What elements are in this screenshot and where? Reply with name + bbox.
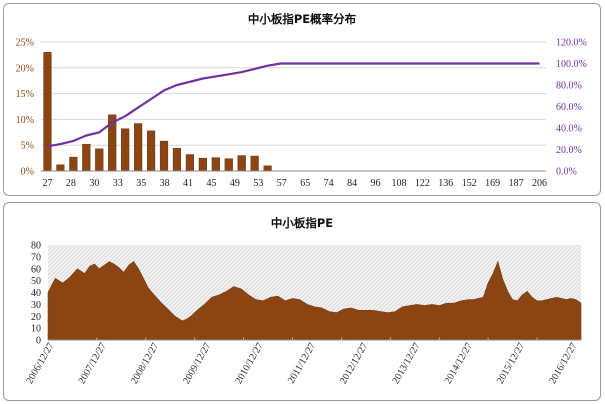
x-tick-label: 28: [66, 178, 76, 189]
x-tick-label: 122: [415, 178, 430, 189]
x-tick-label: 33: [113, 178, 123, 189]
y-right-tick-label: 40.0%: [556, 124, 582, 135]
bar: [159, 140, 169, 172]
y-tick-label: 40: [31, 288, 41, 299]
y-tick-label: 70: [31, 252, 41, 263]
x-tick-label: 2014/12/27: [443, 341, 475, 386]
y-tick-label: 80: [31, 241, 41, 252]
bar: [95, 148, 104, 172]
bar: [263, 165, 272, 172]
y-right-tick-label: 60.0%: [556, 102, 582, 113]
x-tick-label: 2010/12/27: [233, 341, 265, 386]
x-tick-label: 96: [371, 178, 381, 189]
x-tick-label: 2011/12/27: [286, 341, 318, 386]
y-right-tick-label: 0.0%: [556, 167, 577, 178]
pe-history-chart-panel: 中小板指PE 0 10 20 30 40 50 60 70 80 2006/12/27 2007/1…: [3, 202, 601, 401]
bar: [121, 128, 130, 172]
y-right-tick-label: 80.0%: [556, 81, 582, 92]
x-tick-label: 84: [347, 178, 357, 189]
x-tick-label: 2006/12/27: [24, 341, 56, 386]
x-tick-label: 2013/12/27: [390, 341, 422, 386]
x-tick-label: 108: [391, 178, 406, 189]
x-tick-label: 45: [206, 178, 216, 189]
x-tick-label: 136: [438, 178, 453, 189]
x-tick-label: 57: [277, 178, 287, 189]
bar: [69, 156, 78, 172]
x-tick-label: 38: [160, 178, 170, 189]
distribution-chart-title: 中小板指PE概率分布: [247, 12, 357, 26]
y-left-tick-label: 0%: [21, 167, 34, 178]
bar: [237, 155, 246, 172]
x-tick-label: 49: [230, 178, 240, 189]
x-tick-label: 187: [509, 178, 524, 189]
y-left-tick-label: 15%: [16, 89, 34, 100]
x-tick-label: 65: [300, 178, 310, 189]
distribution-chart-panel: 中小板指PE概率分布 0% 5% 10% 15% 20% 25% 0.0% 20.0% 40.0…: [3, 3, 601, 196]
bar: [198, 157, 207, 172]
bar: [43, 52, 52, 172]
pe-history-chart-title: 中小板指PE: [270, 216, 334, 230]
cumulative-line: [47, 62, 540, 148]
x-tick-label: 2009/12/27: [181, 341, 213, 386]
x-tick-label: 35: [136, 178, 146, 189]
x-tick-label: 30: [89, 178, 99, 189]
bar: [211, 157, 220, 172]
y-right-tick-label: 20.0%: [556, 145, 582, 156]
pe-area: [47, 260, 582, 341]
bar: [82, 143, 91, 172]
bar: [146, 130, 156, 172]
y-left-tick-label: 10%: [16, 115, 34, 126]
x-tick-label: 169: [485, 178, 500, 189]
bar: [224, 158, 233, 172]
y-left-tick-label: 25%: [16, 38, 34, 49]
bar: [56, 164, 65, 172]
x-tick-label: 41: [183, 178, 193, 189]
y-tick-label: 50: [31, 276, 41, 287]
y-left-tick-label: 20%: [16, 63, 34, 74]
x-tick-label: 53: [253, 178, 263, 189]
x-tick-label: 2012/12/27: [338, 341, 370, 386]
x-tick-label: 74: [324, 178, 334, 189]
y-right-tick-label: 120.0%: [556, 38, 587, 49]
x-tick-label: 2016/12/27: [547, 341, 579, 386]
x-tick-label: 27: [42, 178, 52, 189]
y-tick-label: 10: [31, 324, 41, 335]
x-tick-label: 2007/12/27: [77, 341, 109, 386]
bar: [185, 154, 194, 172]
y-left-tick-label: 5%: [21, 141, 34, 152]
x-tick-label: 152: [462, 178, 477, 189]
bar: [134, 123, 143, 172]
y-tick-label: 30: [31, 300, 41, 311]
distribution-chart-svg: 0% 5% 10% 15% 20% 25% 0.0% 20.0% 40.0% 60.0% 80.0%…: [16, 38, 587, 190]
y-right-tick-label: 100.0%: [556, 59, 587, 70]
x-tick-label: 2008/12/27: [129, 341, 161, 386]
y-tick-label: 0: [36, 336, 41, 347]
x-tick-label: 206: [532, 178, 547, 189]
x-tick-label: 2015/12/27: [495, 341, 527, 386]
y-tick-label: 20: [31, 312, 41, 323]
bar: [172, 148, 182, 172]
bar: [250, 155, 259, 172]
y-tick-label: 60: [31, 264, 41, 275]
